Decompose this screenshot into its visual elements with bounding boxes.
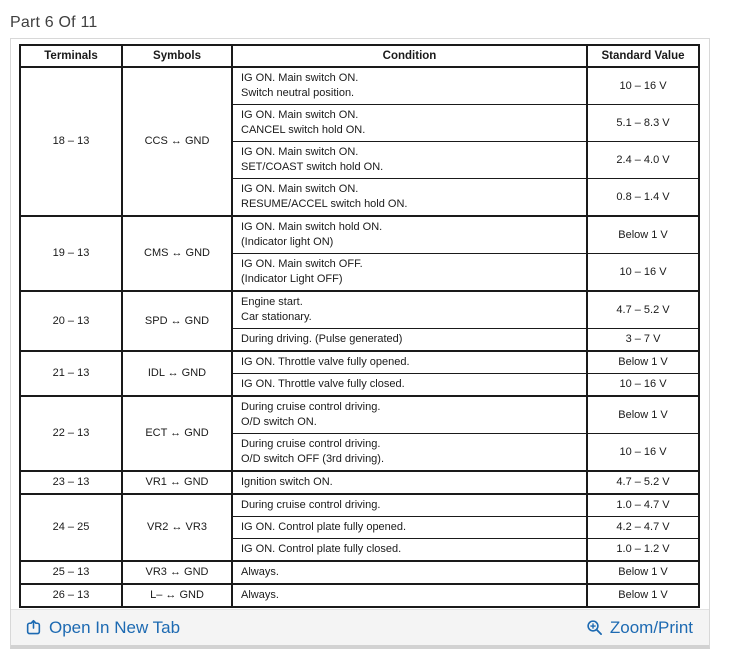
terminal-spec-table: Terminals Symbols Condition Standard Val… (19, 44, 700, 608)
symbol-cell: ECT ↔ GND (121, 395, 233, 471)
table-row: 18 – 13 CCS ↔ GND IG ON. Main switch ON. Sw… (19, 66, 700, 216)
table-row: 22 – 13 ECT ↔ GND During cruise control dr… (19, 395, 700, 471)
standard-value-cell: Below 1 V (586, 350, 700, 374)
standard-value-cell: 4.7 – 5.2 V (586, 470, 700, 494)
standard-value-cell: 2.4 – 4.0 V (586, 141, 700, 179)
terminals-cell: 22 – 13 (19, 395, 123, 471)
table-header-row: Terminals Symbols Condition Standard Val… (19, 44, 700, 68)
terminals-cell: 19 – 13 (19, 215, 123, 291)
table-row: IG ON. Control plate fully closed. 1.0 – … (20, 538, 700, 561)
terminals-cell: 21 – 13 (19, 350, 123, 396)
symbol-cell: VR3 ↔ GND (121, 560, 233, 584)
condition-cell: IG ON. Main switch ON. CANCEL switch hold… (231, 104, 588, 142)
table-row: IG ON. Control plate fully opened. 4.2 – … (20, 516, 700, 539)
table-row: IG ON. Main switch ON. CANCEL switch hold… (20, 104, 700, 142)
table-row: IG ON. Main switch ON. RESUME/ACCEL switc… (20, 178, 700, 216)
condition-cell: During driving. (Pulse generated) (231, 328, 588, 351)
table-row: 24 – 25 VR2 ↔ VR3 During cruise control dr… (19, 493, 700, 561)
viewer-footer-bar: Open In New Tab Zoom/Print (11, 609, 709, 645)
table-row: 26 – 13 L– ↔ GND Always. Below 1 V (19, 583, 700, 607)
standard-value-cell: Below 1 V (586, 395, 700, 434)
terminals-cell: 20 – 13 (19, 290, 123, 351)
standard-value-cell: 1.0 – 4.7 V (586, 493, 700, 517)
terminals-cell: 18 – 13 (19, 66, 123, 216)
table-row: 20 – 13 SPD ↔ GND Engine start. Car station… (19, 290, 700, 351)
condition-cell: IG ON. Main switch OFF. (Indicator Light … (231, 253, 588, 291)
standard-value-cell: 10 – 16 V (586, 66, 700, 105)
zoom-magnifier-icon (586, 619, 603, 636)
terminals-cell: 25 – 13 (19, 560, 123, 584)
terminals-cell: 26 – 13 (19, 583, 123, 607)
condition-cell: During cruise control driving. O/D switch… (231, 395, 588, 434)
table-row: 19 – 13 CMS ↔ GND IG ON. Main switch hold … (19, 215, 700, 291)
condition-cell: IG ON. Throttle valve fully closed. (231, 373, 588, 396)
symbol-cell: IDL ↔ GND (121, 350, 233, 396)
header-terminals: Terminals (19, 44, 123, 68)
condition-cell: IG ON. Throttle valve fully opened. (231, 350, 588, 374)
condition-cell: IG ON. Control plate fully closed. (231, 538, 588, 561)
standard-value-cell: Below 1 V (586, 215, 700, 254)
condition-cell: Always. (231, 560, 588, 584)
condition-cell: Always. (231, 583, 588, 607)
symbol-cell: CCS ↔ GND (121, 66, 233, 216)
table-row: During cruise control driving. O/D switch… (20, 433, 700, 471)
condition-cell: IG ON. Main switch hold ON. (Indicator li… (231, 215, 588, 254)
terminals-cell: 24 – 25 (19, 493, 123, 561)
standard-value-cell: Below 1 V (586, 583, 700, 607)
table-row: IG ON. Main switch OFF. (Indicator Light … (20, 253, 700, 291)
header-standard-value: Standard Value (586, 44, 700, 68)
condition-cell: IG ON. Main switch ON. SET/COAST switch h… (231, 141, 588, 179)
symbol-cell: CMS ↔ GND (121, 215, 233, 291)
condition-cell: Engine start. Car stationary. (231, 290, 588, 329)
condition-cell: During cruise control driving. O/D switch… (231, 433, 588, 471)
document-viewer-widget: Terminals Symbols Condition Standard Val… (10, 38, 710, 649)
condition-cell: Ignition switch ON. (231, 470, 588, 494)
table-row: During driving. (Pulse generated) 3 – 7 V (20, 328, 700, 351)
standard-value-cell: 3 – 7 V (586, 328, 700, 351)
header-condition: Condition (231, 44, 588, 68)
symbol-cell: VR2 ↔ VR3 (121, 493, 233, 561)
standard-value-cell: 4.7 – 5.2 V (586, 290, 700, 329)
header-symbols: Symbols (121, 44, 233, 68)
table-row: IG ON. Main switch ON. SET/COAST switch h… (20, 141, 700, 179)
symbol-cell: VR1 ↔ GND (121, 470, 233, 494)
table-row: 25 – 13 VR3 ↔ GND Always. Below 1 V (19, 560, 700, 584)
document-page: Terminals Symbols Condition Standard Val… (11, 39, 709, 609)
table-row: 21 – 13 IDL ↔ GND IG ON. Throttle valve fu… (19, 350, 700, 396)
open-in-new-tab-button[interactable]: Open In New Tab (25, 618, 180, 638)
standard-value-cell: 10 – 16 V (586, 253, 700, 291)
terminal-table-body: 18 – 13 CCS ↔ GND IG ON. Main switch ON. Sw… (19, 66, 700, 607)
standard-value-cell: 0.8 – 1.4 V (586, 178, 700, 216)
symbol-cell: SPD ↔ GND (121, 290, 233, 351)
table-row: IG ON. Throttle valve fully closed. 10 – … (20, 373, 700, 396)
page-title: Part 6 Of 11 (10, 14, 98, 31)
zoom-print-label: Zoom/Print (609, 617, 693, 637)
standard-value-cell: 10 – 16 V (586, 433, 700, 471)
open-in-new-tab-icon (25, 619, 42, 636)
standard-value-cell: 1.0 – 1.2 V (586, 538, 700, 561)
table-row: 23 – 13 VR1 ↔ GND Ignition switch ON. 4.7 –… (19, 470, 700, 494)
standard-value-cell: 5.1 – 8.3 V (586, 104, 700, 142)
standard-value-cell: 4.2 – 4.7 V (586, 516, 700, 539)
condition-cell: IG ON. Control plate fully opened. (231, 516, 588, 539)
symbol-cell: L– ↔ GND (121, 583, 233, 607)
condition-cell: IG ON. Main switch ON. RESUME/ACCEL switc… (231, 178, 588, 216)
condition-cell: IG ON. Main switch ON. Switch neutral pos… (231, 66, 588, 105)
standard-value-cell: 10 – 16 V (586, 373, 700, 396)
terminals-cell: 23 – 13 (19, 470, 123, 494)
condition-cell: During cruise control driving. (231, 493, 588, 517)
standard-value-cell: Below 1 V (586, 560, 700, 584)
open-in-new-tab-label: Open In New Tab (49, 617, 181, 637)
zoom-print-button[interactable]: Zoom/Print (586, 618, 693, 638)
